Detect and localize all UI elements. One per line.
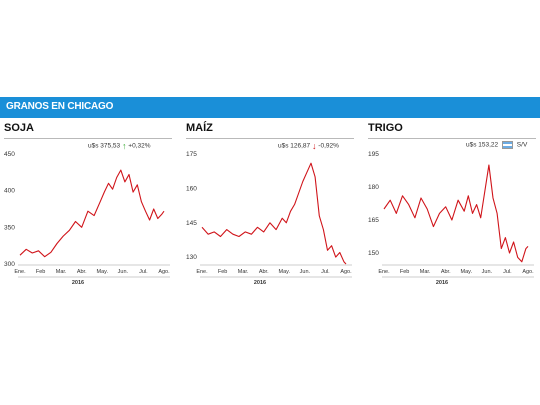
y-tick-label: 195 bbox=[368, 151, 379, 158]
year-label: 2016 bbox=[72, 280, 84, 286]
y-tick-label: 145 bbox=[186, 220, 197, 227]
x-tick-label: Mar. bbox=[56, 269, 67, 275]
x-tick-label: Ene. bbox=[14, 269, 26, 275]
price-info: u$s 375,53 ↑ +0,32% bbox=[88, 141, 151, 151]
panel-divider bbox=[186, 138, 354, 139]
price-value: u$s 153,22 bbox=[466, 141, 499, 149]
change-value: +0,32% bbox=[128, 142, 151, 150]
y-tick-label: 300 bbox=[4, 261, 15, 268]
x-tick-label: Ene. bbox=[196, 269, 208, 275]
y-tick-label: 175 bbox=[186, 151, 197, 158]
price-info: u$s 153,22 S/V bbox=[466, 141, 527, 149]
series-line bbox=[383, 164, 529, 263]
x-tick-label: Feb bbox=[218, 269, 227, 275]
x-tick-label: Abr. bbox=[259, 269, 269, 275]
y-tick-label: 180 bbox=[368, 184, 379, 191]
line-chart: 300 350 400 450 Ene. Feb Mar. Abr. May. Jun. Jul. A… bbox=[4, 151, 170, 286]
y-tick-label: 350 bbox=[4, 224, 15, 231]
price-value: u$s 375,53 bbox=[88, 142, 121, 150]
panel-divider bbox=[368, 138, 536, 139]
down-arrow-icon: ↓ bbox=[311, 141, 317, 151]
x-tick-label: Feb bbox=[36, 269, 45, 275]
argentina-flag-icon bbox=[501, 141, 513, 149]
x-tick-label: Abr. bbox=[77, 269, 87, 275]
x-tick-label: Ene. bbox=[378, 269, 390, 275]
chart-title: SOJA bbox=[4, 122, 34, 134]
year-label: 2016 bbox=[254, 280, 266, 286]
price-info: u$s 126,87 ↓ -0,92% bbox=[278, 141, 339, 151]
panel-maiz: MAÍZ u$s 126,87 ↓ -0,92% 130 145 160 175 Ene… bbox=[186, 118, 358, 318]
y-tick-label: 130 bbox=[186, 254, 197, 261]
x-tick-label: Mar. bbox=[238, 269, 249, 275]
x-tick-label: Mar. bbox=[420, 269, 431, 275]
y-tick-label: 400 bbox=[4, 188, 15, 195]
panel-trigo: TRIGO u$s 153,22 S/V 150 165 180 195 Ene. Feb… bbox=[368, 118, 540, 318]
x-tick-label: Jul. bbox=[321, 269, 330, 275]
header-title: GRANOS EN CHICAGO bbox=[6, 101, 114, 112]
panel-divider bbox=[4, 138, 172, 139]
year-label: 2016 bbox=[436, 280, 448, 286]
x-tick-label: Abr. bbox=[441, 269, 451, 275]
x-tick-label: Jun. bbox=[300, 269, 311, 275]
y-tick-label: 450 bbox=[4, 151, 15, 158]
x-tick-label: Jun. bbox=[118, 269, 129, 275]
line-chart: 150 165 180 195 Ene. Feb Mar. Abr. May. Jun. Jul. A… bbox=[368, 151, 534, 286]
x-tick-label: Ago. bbox=[340, 269, 352, 275]
x-tick-label: Ago. bbox=[158, 269, 170, 275]
x-tick-label: May. bbox=[279, 269, 291, 275]
x-tick-label: Ago. bbox=[522, 269, 534, 275]
x-tick-label: May. bbox=[461, 269, 473, 275]
change-value: S/V bbox=[516, 141, 528, 149]
price-value: u$s 126,87 bbox=[278, 142, 311, 150]
x-tick-label: May. bbox=[97, 269, 109, 275]
chart-title: MAÍZ bbox=[186, 122, 213, 134]
line-chart: 130 145 160 175 Ene. Feb Mar. Abr. May. Jun. Jul. A… bbox=[186, 151, 352, 286]
x-tick-label: Jun. bbox=[482, 269, 493, 275]
header-bar: GRANOS EN CHICAGO bbox=[0, 97, 540, 118]
y-tick-label: 165 bbox=[368, 217, 379, 224]
x-tick-label: Jul. bbox=[139, 269, 148, 275]
series-line bbox=[19, 169, 165, 258]
series-line bbox=[201, 162, 347, 265]
x-tick-label: Feb bbox=[400, 269, 409, 275]
up-arrow-icon: ↑ bbox=[121, 141, 127, 151]
panel-soja: SOJA u$s 375,53 ↑ +0,32% 300 350 400 450 Ene… bbox=[4, 118, 176, 318]
y-tick-label: 160 bbox=[186, 185, 197, 192]
chart-title: TRIGO bbox=[368, 122, 403, 134]
y-tick-label: 150 bbox=[368, 250, 379, 257]
x-tick-label: Jul. bbox=[503, 269, 512, 275]
change-value: -0,92% bbox=[318, 142, 339, 150]
